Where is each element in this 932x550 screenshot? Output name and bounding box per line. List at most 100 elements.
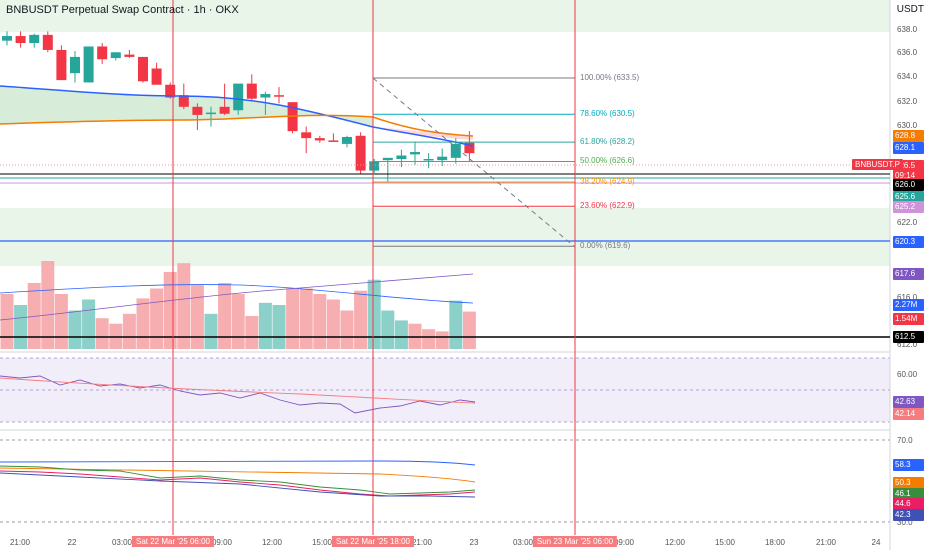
candle-body bbox=[151, 68, 162, 85]
volume-bar bbox=[82, 299, 96, 349]
candle bbox=[274, 87, 284, 104]
volume-bar bbox=[394, 320, 408, 349]
time-tick-label: 09:00 bbox=[211, 538, 233, 547]
candle-body bbox=[437, 156, 448, 161]
candle-body bbox=[342, 136, 352, 144]
candle-body bbox=[355, 135, 366, 171]
time-tick-label: 24 bbox=[871, 538, 881, 547]
lower-orange-line bbox=[0, 467, 476, 483]
volume-bar bbox=[340, 310, 354, 349]
volume-bar bbox=[204, 313, 218, 349]
volume-bar bbox=[14, 305, 28, 349]
candle-body bbox=[369, 161, 380, 171]
fib-level-label: 78.60% (630.5) bbox=[580, 109, 635, 119]
candle bbox=[410, 141, 420, 165]
time-tick-label: 09:00 bbox=[613, 538, 635, 547]
volume-bar bbox=[190, 285, 204, 349]
lower-pink-line bbox=[0, 470, 476, 497]
candle-body bbox=[328, 140, 339, 142]
volume-bar bbox=[272, 305, 286, 349]
ma-blue-line bbox=[0, 85, 474, 147]
rsi-badge: 42.63 bbox=[893, 396, 924, 408]
supply-zone bbox=[0, 0, 890, 32]
candle-body bbox=[110, 52, 121, 59]
lower-badge: 46.1 bbox=[893, 488, 924, 500]
candle bbox=[246, 74, 257, 101]
candle bbox=[97, 43, 108, 64]
time-tick-label: 21:00 bbox=[815, 538, 837, 547]
volume-bar bbox=[136, 298, 150, 349]
lower-blue-line bbox=[0, 460, 476, 466]
time-tick-label: 12:00 bbox=[261, 538, 283, 547]
price-badge: 628.8 bbox=[893, 130, 924, 142]
candle bbox=[233, 83, 244, 115]
volume-bar bbox=[54, 294, 68, 349]
lower-tick-label: 30.0 bbox=[897, 518, 913, 527]
candle-body bbox=[42, 34, 53, 50]
volume-bar bbox=[177, 263, 191, 349]
price-tick-label: 636.0 bbox=[897, 48, 918, 57]
rsi-badge: 42.14 bbox=[893, 408, 924, 420]
candle bbox=[328, 133, 339, 142]
fibonacci-retracement[interactable] bbox=[373, 77, 575, 247]
volume-bar bbox=[299, 288, 313, 349]
candle bbox=[124, 49, 135, 59]
candle-body bbox=[206, 112, 216, 115]
candle-body bbox=[464, 142, 475, 154]
lower-badge: 50.3 bbox=[893, 477, 924, 489]
volume-bar bbox=[313, 294, 327, 349]
volume-bar bbox=[435, 331, 449, 349]
time-tick-label: 03:00 bbox=[512, 538, 534, 547]
lower-badge: 44.6 bbox=[893, 498, 924, 510]
candle-body bbox=[15, 36, 26, 43]
fib-level-label: 0.00% (619.6) bbox=[580, 241, 631, 251]
candle bbox=[70, 51, 80, 83]
price-badge: 612.5 bbox=[893, 331, 924, 343]
fib-level-label: 23.60% (622.9) bbox=[580, 201, 635, 211]
time-tick-label: 21:00 bbox=[9, 538, 31, 547]
volume-bar bbox=[218, 283, 232, 349]
chart-title: BNBUSDT Perpetual Swap Contract · 1h · O… bbox=[6, 4, 239, 16]
date-marker-label: Sun 23 Mar '25 06:00 bbox=[532, 536, 618, 547]
candle-body bbox=[274, 95, 284, 97]
volume-bar bbox=[95, 318, 109, 349]
candle bbox=[83, 46, 94, 83]
candle-body bbox=[2, 36, 12, 41]
candle-body bbox=[233, 83, 244, 111]
date-marker-label: Sat 22 Mar '25 18:00 bbox=[331, 536, 415, 547]
price-badge: 628.1 bbox=[893, 142, 924, 154]
candle bbox=[396, 149, 407, 168]
currency-label: USDT bbox=[896, 4, 924, 15]
candle-body bbox=[260, 94, 271, 98]
price-tick-label: 630.0 bbox=[897, 121, 918, 130]
ma-ribbon-fill-red bbox=[373, 127, 473, 140]
candle-body bbox=[29, 34, 40, 43]
volume-bar bbox=[449, 300, 463, 349]
date-marker-label: Sat 22 Mar '25 06:00 bbox=[131, 536, 215, 547]
price-badge: 625.6 bbox=[893, 191, 924, 203]
volume-bar bbox=[462, 311, 476, 349]
candle bbox=[314, 135, 325, 143]
candle bbox=[219, 83, 230, 115]
candle bbox=[110, 52, 121, 61]
time-tick-label: 21:00 bbox=[411, 538, 433, 547]
lower-green-line bbox=[0, 465, 476, 495]
price-tick-label: 622.0 bbox=[897, 218, 918, 227]
volume-bar bbox=[367, 279, 381, 349]
price-badge: 1.54M bbox=[893, 313, 924, 325]
rsi-line bbox=[0, 375, 476, 414]
candle-body bbox=[450, 143, 461, 158]
candle-body bbox=[396, 155, 407, 159]
rsi-tick-label: 60.00 bbox=[897, 370, 918, 379]
fib-level-label: 100.00% (633.5) bbox=[580, 73, 640, 82]
time-tick-label: 12:00 bbox=[664, 538, 686, 547]
candle-body bbox=[423, 159, 434, 161]
volume-bar bbox=[122, 313, 136, 349]
volume-bar bbox=[286, 288, 300, 349]
volume-bar bbox=[326, 299, 340, 349]
volume-bars bbox=[0, 261, 476, 349]
candle bbox=[192, 103, 203, 130]
time-tick-label: 03:00 bbox=[111, 538, 133, 547]
volume-ma-line bbox=[0, 284, 474, 304]
